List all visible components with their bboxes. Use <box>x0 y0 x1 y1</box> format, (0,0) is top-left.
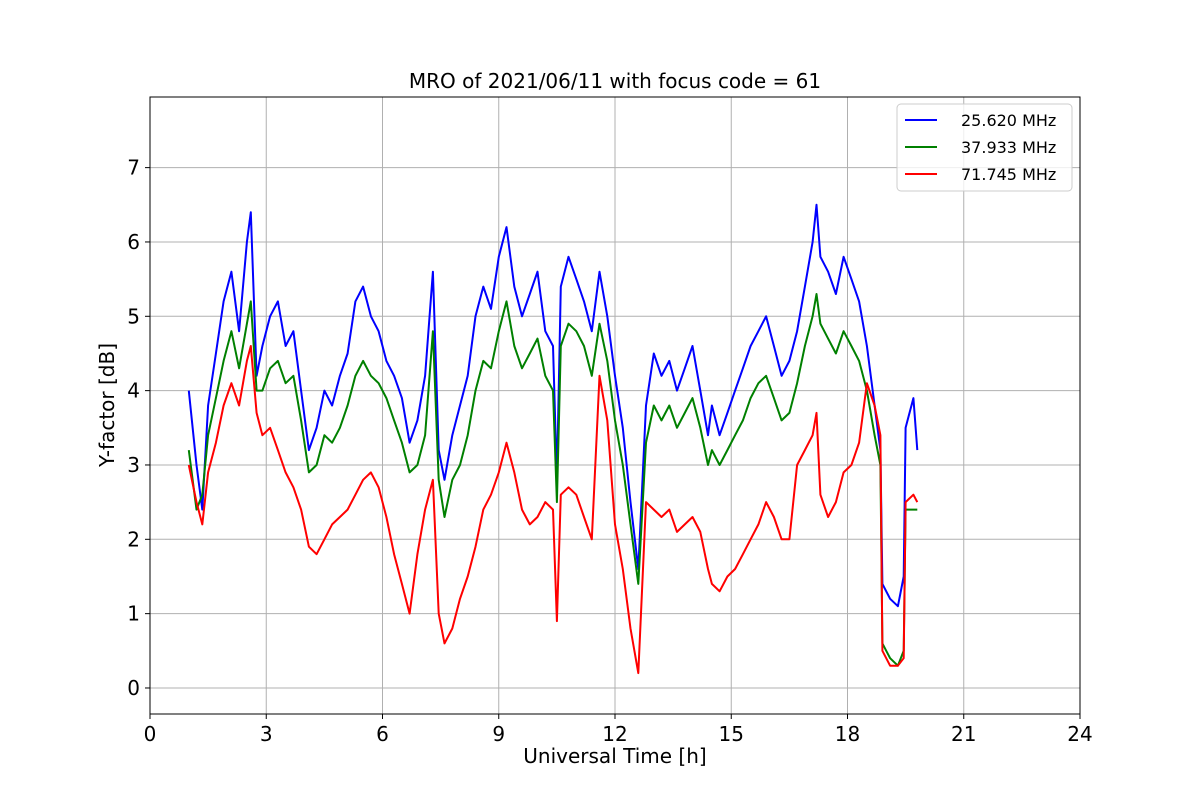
y-tick-label: 7 <box>127 156 140 180</box>
plot-area <box>187 203 919 675</box>
y-tick-label: 4 <box>127 379 140 403</box>
x-tick-label: 3 <box>260 722 273 746</box>
x-tick-label: 21 <box>951 722 976 746</box>
series-line-3 <box>187 345 919 675</box>
y-tick-label: 1 <box>127 602 140 626</box>
x-tick-label: 15 <box>719 722 744 746</box>
y-tick-label: 0 <box>127 676 140 700</box>
y-tick-label: 2 <box>127 527 140 551</box>
y-axis-label: Y-factor [dB] <box>95 343 119 468</box>
series-line-2 <box>187 293 918 667</box>
x-tick-label: 18 <box>835 722 860 746</box>
x-tick-label: 0 <box>144 722 157 746</box>
x-tick-label: 24 <box>1067 722 1092 746</box>
y-tick-label: 5 <box>127 304 140 328</box>
legend-label: 71.745 MHz <box>961 165 1056 184</box>
x-tick-label: 9 <box>492 722 505 746</box>
series-line-1 <box>187 203 919 608</box>
chart-title: MRO of 2021/06/11 with focus code = 61 <box>409 69 821 93</box>
x-axis: 0 3 6 9 12 15 18 21 24 <box>144 714 1093 746</box>
x-axis-label: Universal Time [h] <box>523 744 706 768</box>
grid <box>150 97 1080 714</box>
y-tick-label: 6 <box>127 230 140 254</box>
legend-label: 37.933 MHz <box>961 138 1056 157</box>
y-tick-label: 3 <box>127 453 140 477</box>
x-tick-label: 6 <box>376 722 389 746</box>
x-tick-label: 12 <box>602 722 627 746</box>
legend-box <box>896 103 1073 192</box>
legend: 25.620 MHz 37.933 MHz 71.745 MHz <box>896 103 1073 192</box>
y-axis: 0 1 2 3 4 5 6 7 <box>127 156 150 700</box>
legend-label: 25.620 MHz <box>961 111 1056 130</box>
